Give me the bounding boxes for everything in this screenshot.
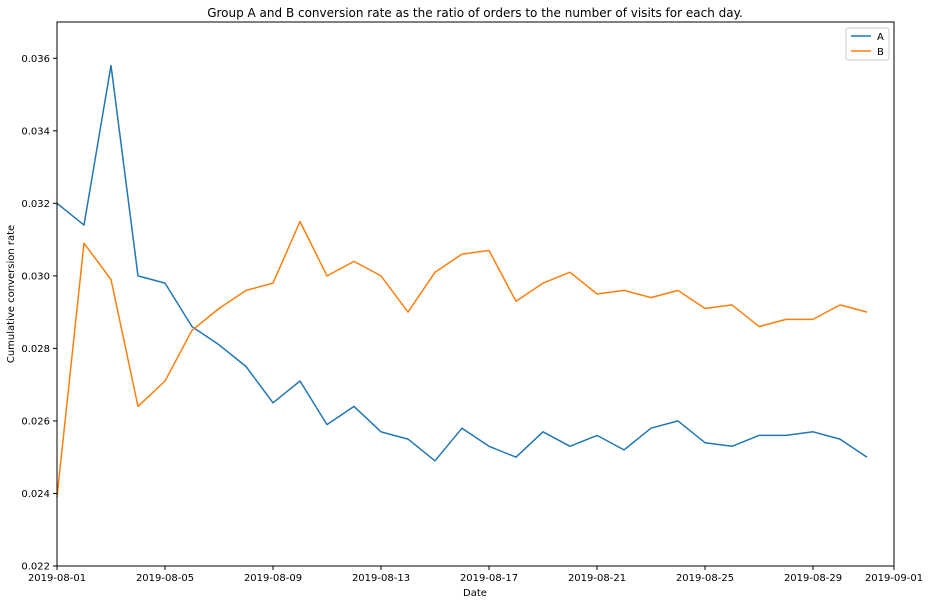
y-axis-label: Cumulative conversion rate — [6, 225, 17, 363]
legend-label-b: B — [877, 47, 884, 58]
x-tick-label: 2019-08-09 — [244, 573, 302, 584]
x-tick-label: 2019-08-25 — [676, 573, 734, 584]
x-axis-label: Date — [463, 588, 487, 599]
legend: A B — [845, 27, 890, 61]
y-tick-label: 0.034 — [21, 126, 50, 137]
y-tick-label: 0.028 — [21, 344, 50, 355]
y-axis: 0.022 0.024 0.026 0.028 0.030 0.032 0.034 0.036 — [21, 54, 57, 573]
series-layer — [56, 64, 868, 498]
series-line-b — [56, 220, 868, 498]
x-axis: 2019-08-01 2019-08-05 2019-08-09 2019-08-13… — [28, 566, 923, 584]
y-tick-label: 0.024 — [21, 489, 50, 500]
series-line-a — [56, 64, 868, 462]
legend-label-a: A — [877, 32, 884, 43]
x-tick-label: 2019-08-13 — [352, 573, 410, 584]
plot-frame — [56, 21, 895, 567]
x-tick-label: 2019-09-01 — [865, 573, 923, 584]
y-tick-label: 0.032 — [21, 199, 50, 210]
x-tick-label: 2019-08-29 — [784, 573, 842, 584]
x-tick-label: 2019-08-17 — [460, 573, 518, 584]
y-tick-label: 0.026 — [21, 416, 50, 427]
y-tick-label: 0.036 — [21, 54, 50, 65]
chart-title: Group A and B conversion rate as the rat… — [207, 6, 743, 20]
x-tick-label: 2019-08-01 — [28, 573, 86, 584]
y-tick-label: 0.022 — [21, 562, 50, 573]
y-tick-label: 0.030 — [21, 271, 50, 282]
x-tick-label: 2019-08-21 — [568, 573, 626, 584]
x-tick-label: 2019-08-05 — [136, 573, 194, 584]
